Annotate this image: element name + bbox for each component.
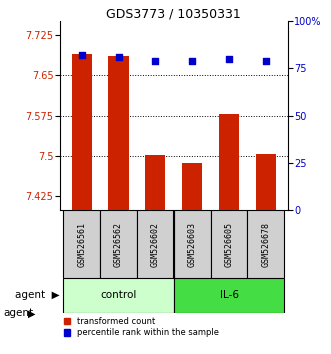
Bar [137,210,174,278]
Bar [100,210,137,278]
Text: agent  ▶: agent ▶ [15,291,60,301]
Text: agent: agent [3,308,33,318]
Bar [219,114,239,210]
Text: control: control [100,291,137,301]
Title: GDS3773 / 10350331: GDS3773 / 10350331 [106,7,241,20]
Bar [174,210,211,278]
Point [263,58,268,64]
Text: GSM526562: GSM526562 [114,222,123,267]
Point [226,56,232,62]
Text: GSM526605: GSM526605 [224,222,234,267]
Text: ▶: ▶ [28,308,36,318]
Point [79,52,84,58]
Point [153,58,158,64]
Bar [182,163,202,210]
Text: GSM526561: GSM526561 [77,222,86,267]
Bar [145,155,166,210]
Point [116,54,121,60]
Bar [108,56,129,210]
Bar [211,210,248,278]
Text: GSM526678: GSM526678 [261,222,270,267]
Text: GSM526602: GSM526602 [151,222,160,267]
Point [190,58,195,64]
Bar [248,210,284,278]
Legend: transformed count, percentile rank within the sample: transformed count, percentile rank withi… [64,317,219,337]
Text: IL-6: IL-6 [219,291,239,301]
Bar [63,278,174,313]
Bar [174,278,284,313]
Bar [71,53,92,210]
Bar [256,154,276,210]
Text: GSM526603: GSM526603 [188,222,197,267]
Bar [63,210,100,278]
